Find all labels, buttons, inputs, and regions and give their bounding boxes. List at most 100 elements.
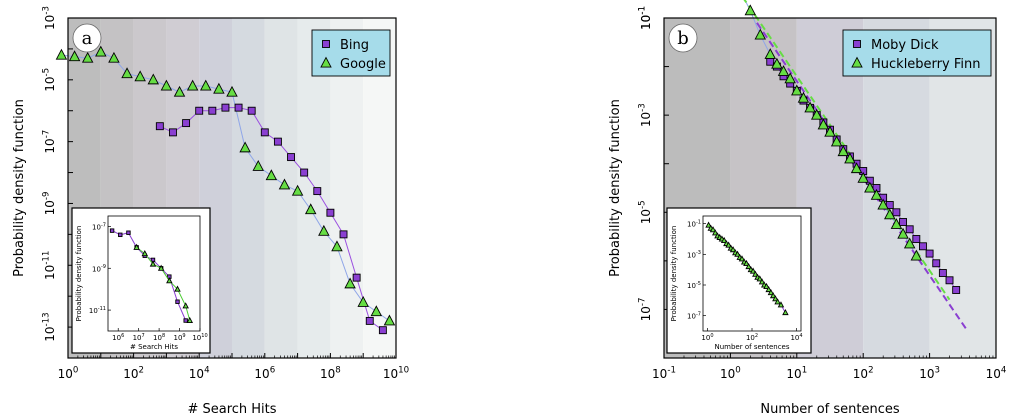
data-point (247, 106, 256, 115)
x-tick-label: 104 (189, 366, 210, 381)
data-point (370, 305, 383, 317)
inset-y-tick-label: 10-1 (687, 220, 701, 229)
inset-x-axis-label: Number of sentences (715, 343, 790, 351)
inset-data-point (705, 221, 712, 228)
data-point (344, 277, 356, 289)
inset-data-point (182, 302, 189, 309)
inset-x-tick-label: 107 (133, 333, 145, 342)
inset-x-tick-label: 108 (153, 333, 165, 342)
data-point (884, 208, 896, 220)
data-point (331, 240, 343, 252)
data-point (912, 235, 921, 243)
data-point (182, 119, 191, 128)
data-point (186, 79, 199, 91)
x-axis-label: # Search Hits (187, 402, 276, 417)
data-point (919, 242, 927, 251)
inset-data-point (183, 318, 188, 323)
inset-y-tick-label: 10-9 (92, 264, 106, 273)
data-point (824, 125, 836, 137)
x-tick-label: 1010 (383, 366, 409, 381)
data-point (195, 106, 204, 115)
data-point (892, 208, 901, 217)
data-point (877, 198, 889, 210)
panel-badge (668, 23, 698, 53)
data-point (804, 101, 816, 113)
legend-label: Huckleberry Finn (871, 57, 980, 72)
data-point (378, 326, 387, 335)
inset-data-point (745, 262, 752, 270)
inset-data-point (186, 316, 194, 324)
inset-data-point (758, 278, 766, 285)
inset-data-point (712, 229, 719, 236)
inset-x-tick-label: 100 (701, 333, 713, 342)
inset-data-point (772, 295, 779, 302)
data-point (221, 103, 230, 112)
data-point (890, 218, 903, 229)
inset-x-tick-label: 109 (173, 333, 185, 342)
data-point (155, 122, 164, 131)
x-tick-label: 10-1 (652, 366, 676, 381)
inset-data-point (749, 267, 757, 274)
data-point (771, 57, 783, 69)
data-point (357, 296, 369, 307)
data-point (903, 237, 916, 249)
inset-data-point (738, 255, 746, 262)
data-point (68, 50, 81, 62)
data-point (844, 152, 856, 164)
y-tick-label: 10-3 (638, 103, 653, 127)
data-point (313, 187, 322, 196)
data-point (952, 286, 961, 294)
inset-y-tick-label: 10-7 (687, 312, 701, 321)
data-point (932, 259, 941, 268)
y-tick-label: 10-7 (42, 130, 57, 154)
y-tick-label: 10-7 (638, 297, 653, 321)
data-point (265, 169, 278, 181)
data-point (234, 103, 243, 112)
x-tick-label: 103 (919, 366, 940, 381)
data-point (287, 153, 295, 162)
inset-data-point (729, 246, 737, 253)
y-tick-label: 10-13 (42, 312, 57, 341)
inset-data-point (141, 249, 149, 257)
inset-x-tick-label: 104 (790, 333, 802, 342)
inset-data-point (709, 226, 717, 233)
inset-x-tick-label: 1010 (192, 333, 207, 342)
inset-frame (71, 207, 211, 354)
data-point (252, 160, 264, 171)
inset-x-tick-label: 106 (112, 333, 124, 342)
data-point (791, 84, 803, 96)
data-point (817, 118, 830, 130)
data-point (208, 106, 217, 115)
legend-marker (320, 56, 332, 68)
y-tick-label: 10-1 (638, 6, 653, 30)
inset-data-point (725, 241, 732, 248)
inset-data-point (174, 285, 181, 292)
inset-data-point (157, 264, 165, 271)
legend-marker (322, 40, 330, 48)
legend (311, 29, 391, 77)
data-point (784, 72, 796, 84)
legend-label: Bing (340, 38, 369, 53)
legend-label: Google (340, 57, 386, 72)
inset-data-point (774, 298, 781, 305)
data-point (239, 141, 251, 153)
x-tick-label: 108 (320, 366, 341, 381)
inset-y-tick-label: 10-11 (89, 306, 106, 315)
inset-data-point (175, 299, 180, 304)
legend-marker (853, 40, 861, 48)
data-point (899, 218, 907, 226)
x-tick-label: 106 (254, 366, 275, 381)
data-point (938, 269, 947, 277)
data-point (326, 208, 335, 217)
legend-marker (851, 56, 863, 68)
inset-y-axis-label: Probability density function (75, 226, 83, 322)
data-point (134, 70, 146, 82)
data-point (837, 145, 850, 157)
inset-y-tick-label: 10-7 (92, 222, 106, 231)
inset-data-point (133, 243, 140, 250)
inset-frame (666, 207, 812, 354)
data-point (273, 137, 282, 146)
inset-y-axis-label: Probability density function (670, 226, 678, 322)
data-point (339, 230, 348, 239)
y-axis-label: Probability density function (608, 99, 623, 277)
